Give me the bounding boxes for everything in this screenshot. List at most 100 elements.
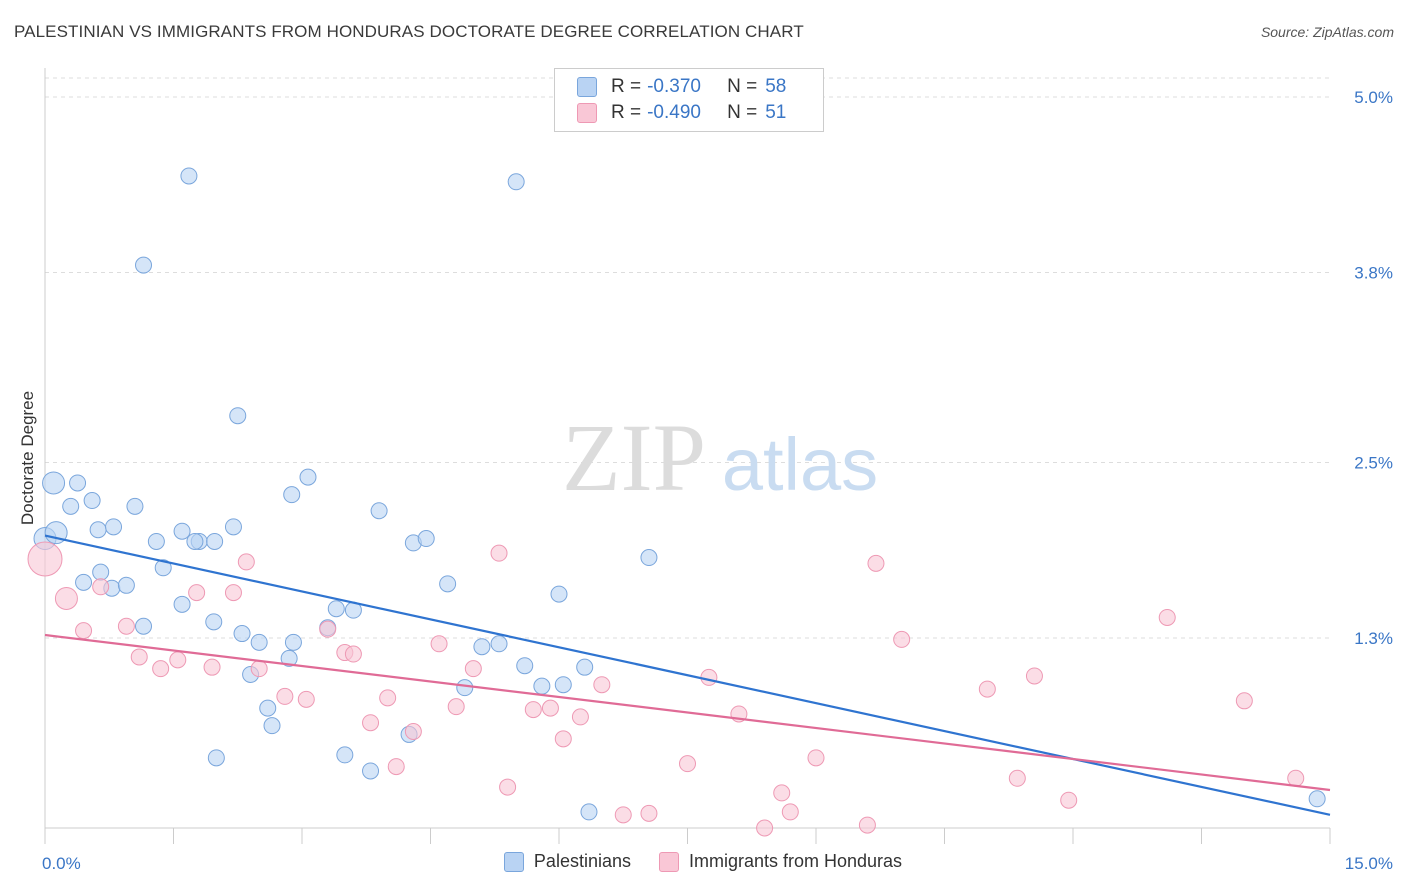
palestinians-point xyxy=(92,563,110,581)
honduras-point xyxy=(1025,667,1043,685)
palestinians-point xyxy=(550,585,568,603)
honduras-point xyxy=(867,554,885,572)
honduras-point xyxy=(276,687,294,705)
honduras-point xyxy=(319,620,337,638)
honduras-point xyxy=(297,690,315,708)
honduras-point xyxy=(117,617,135,635)
honduras-point xyxy=(224,584,242,602)
honduras-point xyxy=(773,784,791,802)
honduras-point xyxy=(679,755,696,773)
legend-swatch-honduras xyxy=(658,851,679,872)
watermark-zip: ZIP xyxy=(562,404,706,511)
y-tick-label: 3.8% xyxy=(1354,263,1393,282)
honduras-point xyxy=(237,553,255,571)
honduras-point xyxy=(781,803,799,821)
palestinians-point xyxy=(69,474,87,492)
chart-title: PALESTINIAN VS IMMIGRANTS FROM HONDURAS … xyxy=(14,22,804,41)
trend-lines xyxy=(44,534,1331,816)
legend-label-palestinians: Palestinians xyxy=(533,851,631,871)
palestinians-point xyxy=(180,167,198,185)
palestinians-point xyxy=(75,573,93,591)
palestinians-point xyxy=(456,679,474,697)
palestinians-point xyxy=(186,532,204,550)
x-tick-label-start: 0.0% xyxy=(42,854,81,873)
palestinians-point xyxy=(533,677,551,695)
palestinians-point xyxy=(62,497,80,515)
honduras-point xyxy=(188,584,206,602)
palestinians-point xyxy=(173,522,191,540)
palestinians-point xyxy=(229,407,247,425)
series-legend: Palestinians Immigrants from Honduras xyxy=(0,851,1406,872)
legend-r-value: -0.370 xyxy=(647,76,701,97)
honduras-point xyxy=(524,701,542,719)
honduras-point xyxy=(499,778,517,796)
palestinians-point xyxy=(117,576,135,594)
honduras-point xyxy=(387,758,405,776)
y-tick-label: 1.3% xyxy=(1354,629,1393,648)
palestinians-point xyxy=(233,625,251,643)
honduras-point xyxy=(362,714,380,732)
y-tick-label: 2.5% xyxy=(1354,454,1393,473)
legend-n-label: N = xyxy=(727,76,758,97)
x-tick-label-end: 15.0% xyxy=(1345,854,1393,873)
palestinians-point xyxy=(439,575,457,593)
palestinians-point xyxy=(207,749,225,767)
legend-item-honduras: Immigrants from Honduras xyxy=(658,851,903,872)
honduras-point xyxy=(464,660,482,678)
data-points xyxy=(27,167,1326,837)
palestinians-point xyxy=(640,549,658,567)
palestinians-point xyxy=(154,559,172,577)
palestinians-point xyxy=(490,635,508,653)
honduras-point xyxy=(700,668,718,686)
palestinians-point xyxy=(89,521,107,539)
legend-swatch-honduras xyxy=(577,103,597,123)
y-tick-label: 5.0% xyxy=(1354,88,1393,107)
honduras-point xyxy=(430,635,448,653)
honduras-point xyxy=(640,804,658,822)
honduras-point xyxy=(756,819,774,837)
palestinians-point xyxy=(362,762,380,780)
palestinians-point xyxy=(173,595,191,613)
legend-n-value: 58 xyxy=(765,76,787,97)
honduras-point xyxy=(541,699,559,717)
honduras-point xyxy=(1060,791,1078,809)
legend-r-label: R = xyxy=(611,102,642,123)
palestinians-point xyxy=(516,657,534,675)
palestinians-point xyxy=(259,699,277,717)
legend-label-honduras: Immigrants from Honduras xyxy=(688,851,903,871)
honduras-point xyxy=(379,689,397,707)
palestinians-point xyxy=(42,471,66,495)
palestinians-point xyxy=(417,530,435,548)
honduras-point xyxy=(169,651,187,669)
honduras-point xyxy=(203,658,221,676)
palestinians-point xyxy=(250,633,268,651)
palestinians-point xyxy=(284,633,302,651)
honduras-point xyxy=(27,541,63,577)
legend-swatch-palestinians xyxy=(503,851,524,872)
honduras-point xyxy=(92,578,110,596)
palestinians-point xyxy=(554,676,572,694)
palestinians-point xyxy=(205,613,223,631)
legend-n-label: N = xyxy=(727,102,758,123)
honduras-point xyxy=(404,723,422,741)
honduras-point xyxy=(490,544,508,562)
source-label: Source: ZipAtlas.com xyxy=(1260,24,1394,40)
honduras-point xyxy=(858,816,876,834)
palestinians-point xyxy=(83,492,101,510)
legend-r-value: -0.490 xyxy=(647,102,701,123)
honduras-point xyxy=(1287,769,1305,787)
honduras-point xyxy=(1158,608,1176,626)
palestinians-point xyxy=(299,468,317,486)
legend-n-value: 51 xyxy=(765,102,787,123)
palestinians-point xyxy=(580,803,598,821)
palestinians-point xyxy=(327,600,345,618)
palestinians-trend-line xyxy=(44,534,1331,816)
palestinians-point xyxy=(336,746,354,764)
palestinians-point xyxy=(473,638,491,656)
palestinians-point xyxy=(126,497,144,515)
honduras-point xyxy=(554,730,572,748)
palestinians-point xyxy=(283,486,301,504)
honduras-point xyxy=(807,749,825,767)
honduras-point xyxy=(54,586,78,610)
watermark: ZIP atlas xyxy=(562,404,878,511)
